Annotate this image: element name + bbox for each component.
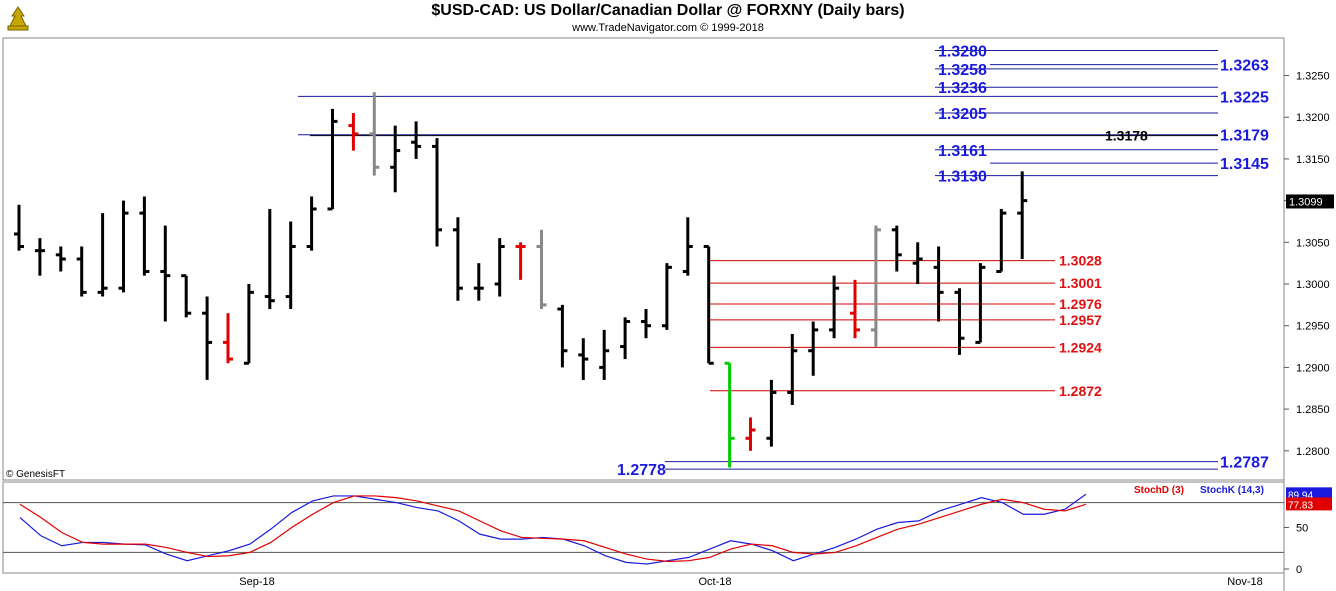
ohlc-bar	[306, 196, 317, 251]
stoch-d-value: 77.83	[1288, 500, 1313, 511]
ohlc-bar	[975, 263, 986, 344]
price-tick-label: 1.2950	[1296, 321, 1330, 333]
ohlc-bar	[97, 213, 108, 297]
ohlc-bar	[745, 417, 756, 451]
resistance-level-label: 1.3205	[938, 106, 987, 123]
price-tick-label: 1.3050	[1296, 237, 1330, 249]
price-tick-label: 1.2900	[1296, 362, 1330, 374]
resistance-level-label: 1.3258	[938, 62, 987, 79]
ohlc-bar	[954, 288, 965, 355]
support-level-label: 1.2924	[1059, 339, 1102, 355]
ohlc-bar	[808, 321, 819, 376]
ohlc-bar	[264, 208, 275, 310]
ohlc-bar	[118, 200, 129, 293]
resistance-level-label: 1.2787	[1220, 455, 1269, 472]
ohlc-bar	[912, 242, 923, 285]
stoch-series-line	[19, 495, 1087, 563]
ohlc-bar	[829, 275, 840, 339]
stoch-k-value: 89.94	[1288, 490, 1313, 501]
chart-title: $USD-CAD: US Dollar/Canadian Dollar @ FO…	[431, 2, 905, 19]
stoch-k-badge	[1286, 487, 1332, 501]
credit-label: © GenesisFT	[6, 469, 65, 480]
ohlc-bar	[285, 221, 296, 310]
ohlc-bar	[996, 208, 1007, 274]
ohlc-bar	[1017, 171, 1028, 259]
ohlc-bar	[870, 225, 881, 347]
ohlc-bar	[578, 338, 589, 380]
resistance-level-label: 1.3179	[1220, 128, 1269, 145]
ohlc-bar	[160, 225, 171, 322]
support-level-label: 1.3028	[1059, 253, 1102, 269]
x-axis-label: Sep-18	[239, 576, 274, 588]
ohlc-bar	[641, 309, 651, 339]
resistance-level-label: 1.3145	[1220, 156, 1269, 173]
ohlc-bar	[243, 284, 254, 365]
stoch-series-line	[19, 493, 1087, 565]
support-level-label: 1.2872	[1059, 383, 1102, 399]
ohlc-bar	[494, 238, 505, 297]
ohlc-bar	[536, 229, 547, 310]
ohlc-bar	[599, 329, 610, 380]
price-tick-label: 1.3200	[1296, 112, 1330, 124]
support-level-label: 1.2957	[1059, 312, 1102, 328]
resistance-level-label: 1.3263	[1220, 58, 1269, 75]
support-level-label: 1.2976	[1059, 296, 1102, 312]
last-price-label: 1.3099	[1289, 196, 1323, 208]
ohlc-bar	[473, 263, 484, 301]
resistance-level-label: 1.2778	[617, 462, 666, 479]
ohlc-bar	[34, 238, 45, 276]
ohlc-bar	[432, 138, 442, 247]
ohlc-bar	[515, 242, 526, 280]
chart-subtitle: www.TradeNavigator.com © 1999-2018	[572, 22, 764, 34]
ohlc-bar	[181, 274, 192, 318]
last-price-badge	[1286, 194, 1334, 209]
stoch-legend-k: StochK (14,3)	[1200, 485, 1264, 496]
resistance-level-label: 1.3236	[938, 80, 987, 97]
ohlc-bar	[620, 317, 631, 360]
ohlc-bar	[55, 246, 66, 272]
ohlc-bar	[724, 361, 735, 468]
ohlc-bar	[369, 92, 380, 176]
stoch-legend-d: StochD (3)	[1134, 485, 1184, 496]
black-level-label: 1.3178	[1105, 128, 1148, 144]
support-level-label: 1.3001	[1059, 275, 1102, 291]
ohlc-bar	[787, 334, 798, 405]
ohlc-bar	[933, 246, 944, 322]
price-tick-label: 1.2850	[1296, 404, 1330, 416]
ohlc-bar	[348, 113, 359, 151]
x-axis-label: Nov-18	[1227, 576, 1262, 588]
ohlc-bar	[139, 196, 150, 276]
resistance-level-label: 1.3130	[938, 169, 987, 186]
ohlc-bar	[850, 279, 860, 339]
price-tick-label: 1.3150	[1296, 154, 1330, 166]
price-tick-label: 1.3000	[1296, 279, 1330, 291]
resistance-level-label: 1.3225	[1220, 89, 1269, 106]
ohlc-bar	[411, 121, 422, 159]
ohlc-bar	[452, 217, 463, 301]
ohlc-bar	[661, 263, 672, 330]
price-tick-label: 1.2800	[1296, 446, 1330, 458]
ohlc-bar	[202, 296, 213, 380]
ohlc-bar	[703, 244, 714, 365]
ohlc-bar	[327, 108, 338, 211]
ohlc-bar	[14, 204, 24, 251]
ohlc-bar	[390, 125, 401, 193]
x-axis-label: Oct-18	[698, 576, 731, 588]
resistance-level-label: 1.3280	[938, 44, 987, 61]
ohlc-bar	[76, 246, 87, 297]
stoch-tick-label: 50	[1296, 523, 1308, 535]
price-tick-label: 1.3250	[1296, 71, 1330, 83]
stoch-d-badge	[1286, 497, 1332, 511]
logo-icon	[4, 4, 32, 32]
ohlc-bar	[682, 217, 693, 276]
ohlc-bar	[891, 225, 902, 272]
stoch-tick-label: 0	[1296, 564, 1302, 576]
resistance-level-label: 1.3161	[938, 143, 987, 160]
ohlc-bar	[223, 313, 233, 364]
ohlc-bar	[766, 379, 777, 447]
ohlc-bar	[557, 304, 568, 368]
